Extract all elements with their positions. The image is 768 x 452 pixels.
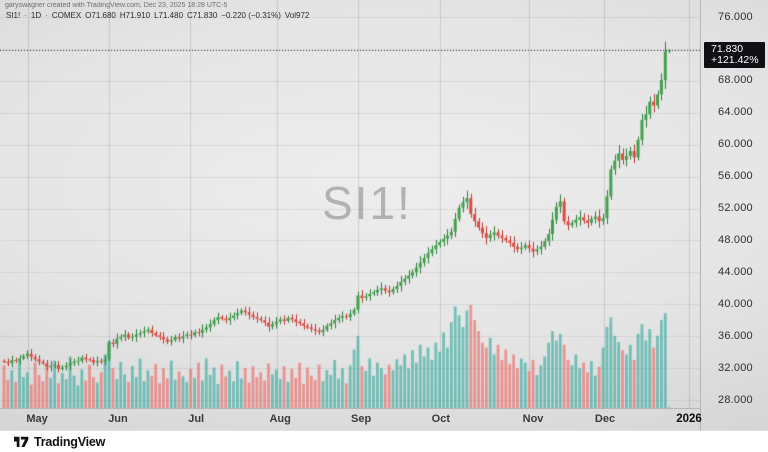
month-label: Jun — [108, 413, 128, 425]
month-label: Oct — [431, 413, 451, 425]
price-tick-label: 44.000 — [718, 265, 753, 278]
price-tick-label: 40.000 — [718, 297, 753, 310]
price-axis[interactable]: 71.830 +121.42% 76.000 68.000 64.000 60.000… — [700, 0, 768, 430]
open-value: O71.680 — [85, 11, 116, 20]
volume-value: Vol972 — [284, 11, 310, 20]
price-tick-label: 64.000 — [718, 106, 753, 119]
price-tick-label: 32.000 — [718, 361, 753, 374]
month-label: May — [26, 413, 48, 425]
month-label: Jul — [188, 413, 205, 425]
symbol-watermark: SI1! — [322, 177, 412, 229]
last-price-value: 71.830 — [711, 43, 744, 56]
symbol-name[interactable]: SI1! — [6, 11, 21, 20]
footer-bar: TradingView — [0, 430, 768, 452]
symbol-info-row: SI1! · 1D · COMEX O71.680 H71.910 L71.48… — [6, 11, 309, 20]
low-value: L71.480 — [154, 11, 184, 20]
price-tick-label: 36.000 — [718, 329, 753, 342]
price-tick-label: 56.000 — [718, 170, 753, 183]
price-tick-label: 60.000 — [718, 138, 753, 151]
tradingview-logo[interactable]: TradingView — [14, 434, 105, 449]
month-label: Dec — [594, 413, 616, 425]
change-value: −0.220 (−0.31%) — [221, 11, 281, 20]
attribution-text: garyswagner created with TradingView.com… — [5, 2, 228, 9]
month-label: Sep — [351, 413, 372, 425]
price-tick-label: 68.000 — [718, 74, 753, 87]
time-axis[interactable]: May Jun Jul Aug Sep Oct Nov Dec 2026 — [0, 408, 702, 430]
chart-region: SI1! garyswagner created with TradingVie… — [0, 0, 768, 430]
tradingview-logo-text: TradingView — [34, 434, 106, 449]
price-tick-label: 28.000 — [718, 393, 753, 406]
price-tick-label: 76.000 — [718, 10, 753, 23]
month-label: Nov — [522, 413, 544, 425]
interval-label: 1D — [30, 11, 42, 20]
separator-dot: · — [24, 11, 27, 20]
candlestick-chart[interactable] — [0, 0, 700, 408]
high-value: H71.910 — [119, 11, 151, 20]
separator-dot: · — [45, 11, 48, 20]
year-label: 2026 — [676, 413, 702, 425]
price-tick-label: 52.000 — [718, 202, 753, 214]
change-percent-value: +121.42% — [711, 54, 759, 67]
close-value: C71.830 — [187, 11, 218, 20]
month-label: Aug — [269, 413, 291, 425]
tradingview-logo-icon — [14, 436, 29, 447]
exchange-label: COMEX — [51, 11, 82, 20]
last-price-badge: 71.830 +121.42% — [704, 42, 765, 69]
price-tick-label: 48.000 — [718, 233, 753, 246]
